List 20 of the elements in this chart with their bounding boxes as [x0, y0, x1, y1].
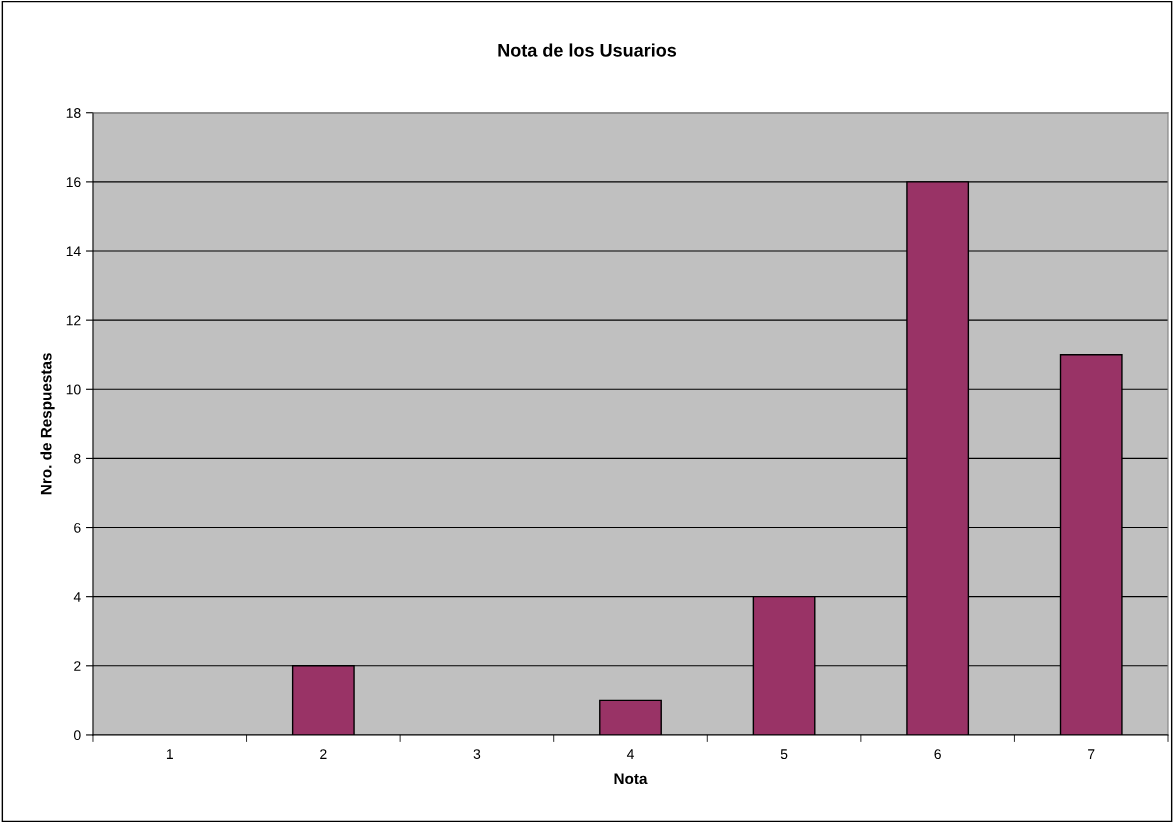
y-tick-label: 10 [66, 384, 81, 395]
x-tick-label: 3 [473, 749, 481, 760]
y-tick-label: 8 [74, 453, 81, 464]
y-axis-title: Nro. de Respuestas [40, 353, 55, 495]
chart-title: Nota de los Usuarios [498, 43, 677, 57]
y-tick-label: 14 [66, 246, 81, 257]
y-tick-label: 16 [66, 177, 81, 188]
x-tick-label: 5 [780, 749, 788, 760]
x-tick-label: 2 [320, 749, 327, 759]
x-tick-label: 6 [934, 749, 941, 760]
y-tick-label: 2 [74, 661, 81, 671]
x-axis-title: Nota [614, 773, 648, 785]
x-tick-label: 4 [626, 749, 634, 759]
y-tick-label: 6 [74, 522, 81, 533]
y-tick-label: 12 [66, 315, 81, 326]
x-tick-label: 7 [1088, 749, 1095, 759]
x-tick-label: 1 [166, 749, 173, 759]
y-tick-label: 4 [73, 592, 81, 602]
y-tick-label: 0 [73, 730, 81, 741]
y-tick-label: 18 [66, 108, 81, 118]
